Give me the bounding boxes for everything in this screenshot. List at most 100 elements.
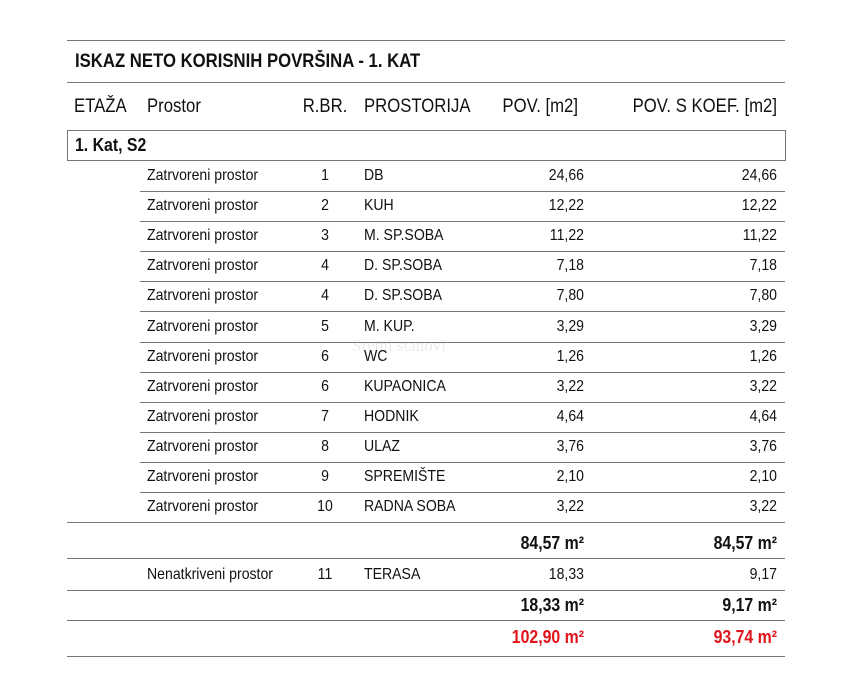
cell-prostorija: KUH [364, 197, 394, 215]
divider [140, 461, 785, 463]
cell-pov: 3,29 [556, 317, 584, 335]
cell-pov: 3,22 [556, 377, 584, 395]
header-pov: POV. [m2] [502, 96, 578, 117]
cell-rbr: 2 [321, 197, 329, 215]
cell-rbr: 6 [321, 377, 329, 395]
cell-rbr: 10 [317, 498, 333, 516]
divider [140, 341, 785, 343]
cell-pov: 2,10 [556, 468, 584, 485]
section-box [67, 130, 786, 161]
cell-prostor: Nenatkriveni prostor [147, 566, 273, 583]
cell-pov-koef: 7,18 [749, 257, 777, 275]
total-pov-koef: 93,74 m² [713, 627, 777, 647]
cell-prostorija: SPREMIŠTE [364, 468, 446, 485]
divider [67, 558, 785, 559]
cell-pov: 18,33 [548, 566, 584, 583]
cell-prostor: Zatrvoreni prostor [147, 287, 259, 305]
cell-prostorija: HODNIK [364, 407, 419, 425]
cell-pov-koef: 7,80 [749, 287, 777, 305]
cell-rbr: 5 [321, 317, 329, 335]
divider [67, 40, 785, 41]
divider [67, 590, 785, 591]
cell-pov: 12,22 [548, 197, 584, 215]
cell-pov-koef: 1,26 [749, 347, 777, 365]
cell-pov-koef: 3,76 [749, 437, 777, 455]
cell-prostor: Zatrvoreni prostor [147, 437, 259, 455]
divider [140, 401, 785, 403]
cell-pov-koef: 2,10 [749, 468, 777, 485]
cell-prostorija: M. KUP. [364, 317, 415, 335]
cell-pov-koef: 12,22 [741, 197, 777, 215]
cell-rbr: 6 [321, 347, 329, 365]
cell-rbr: 11 [317, 566, 333, 583]
divider [140, 371, 785, 373]
cell-rbr: 1 [321, 167, 329, 184]
cell-pov-koef: 3,22 [749, 498, 777, 516]
cell-prostor: Zatrvoreni prostor [147, 498, 259, 516]
subtotal-open-pov: 18,33 m² [520, 595, 584, 615]
divider [67, 82, 785, 83]
divider [140, 311, 785, 313]
cell-pov: 24,66 [548, 167, 584, 184]
cell-pov-koef: 3,22 [749, 377, 777, 395]
divider [67, 522, 785, 523]
cell-prostorija: D. SP.SOBA [364, 257, 443, 275]
cell-pov: 11,22 [549, 227, 584, 245]
cell-prostor: Zatrvoreni prostor [147, 167, 259, 184]
cell-prostorija: TERASA [364, 566, 421, 583]
divider [67, 620, 785, 621]
subtotal-closed-pov: 84,57 m² [520, 533, 584, 553]
cell-pov: 3,76 [556, 437, 584, 455]
cell-prostorija: DB [364, 167, 384, 184]
divider [67, 656, 785, 657]
watermark: Sretni stanovi [352, 336, 446, 355]
cell-pov: 1,26 [556, 347, 584, 365]
cell-prostor: Zatrvoreni prostor [147, 197, 259, 215]
cell-prostor: Zatrvoreni prostor [147, 347, 259, 365]
cell-rbr: 3 [321, 227, 329, 245]
cell-pov: 7,18 [556, 257, 584, 275]
subtotal-open-pov-koef: 9,17 m² [722, 595, 777, 615]
cell-prostorija: M. SP.SOBA [364, 227, 444, 245]
divider [140, 492, 785, 493]
cell-rbr: 4 [321, 287, 329, 305]
subtotal-closed-pov-koef: 84,57 m² [713, 533, 777, 553]
header-rbr: R.BR. [302, 96, 348, 117]
divider [140, 281, 785, 283]
total-pov: 102,90 m² [511, 627, 584, 647]
cell-prostor: Zatrvoreni prostor [147, 317, 259, 335]
cell-pov-koef: 4,64 [749, 407, 777, 425]
cell-rbr: 4 [321, 257, 329, 275]
cell-prostor: Zatrvoreni prostor [147, 227, 259, 245]
cell-rbr: 8 [321, 437, 329, 455]
header-prostor: Prostor [147, 96, 201, 117]
cell-pov-koef: 9,17 [749, 566, 777, 583]
cell-pov: 3,22 [556, 498, 584, 516]
cell-prostor: Zatrvoreni prostor [147, 407, 259, 425]
cell-rbr: 7 [321, 407, 329, 425]
cell-prostorija: WC [364, 347, 388, 365]
document-title: ISKAZ NETO KORISNIH POVRŠINA - 1. KAT [75, 51, 421, 72]
cell-prostorija: KUPAONICA [364, 377, 446, 395]
section-title: 1. Kat, S2 [75, 135, 147, 155]
cell-prostor: Zatrvoreni prostor [147, 257, 259, 275]
divider [140, 251, 785, 253]
divider [140, 221, 785, 223]
divider [140, 431, 785, 433]
cell-prostorija: ULAZ [364, 437, 400, 455]
cell-pov-koef: 24,66 [741, 167, 777, 184]
header-pov-koef: POV. S KOEF. [m2] [632, 96, 777, 117]
cell-pov-koef: 11,22 [742, 227, 777, 245]
cell-prostorija: D. SP.SOBA [364, 287, 443, 305]
divider [140, 191, 785, 192]
cell-pov-koef: 3,29 [749, 317, 777, 335]
cell-prostor: Zatrvoreni prostor [147, 468, 259, 485]
cell-prostor: Zatrvoreni prostor [147, 377, 259, 395]
cell-pov: 7,80 [556, 287, 584, 305]
header-etaza: ETAŽA [74, 96, 127, 117]
cell-prostorija: RADNA SOBA [364, 498, 456, 516]
cell-rbr: 9 [321, 468, 329, 485]
cell-pov: 4,64 [556, 407, 584, 425]
header-prostorija: PROSTORIJA [364, 96, 471, 117]
